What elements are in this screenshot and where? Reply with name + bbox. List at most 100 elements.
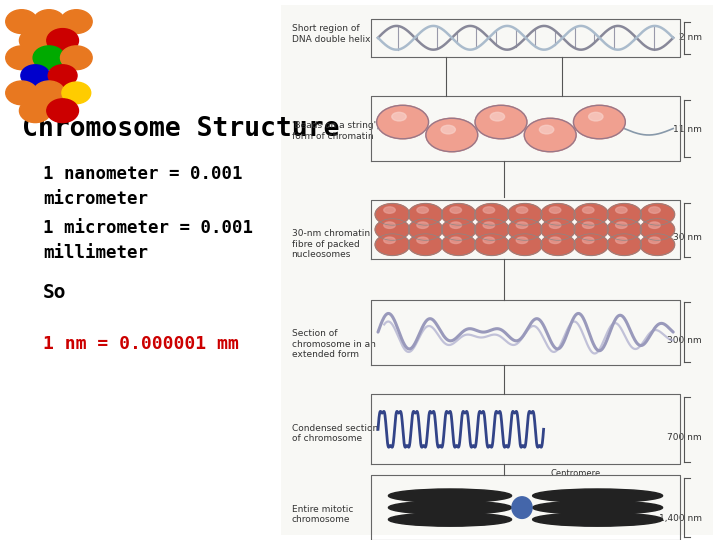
Ellipse shape xyxy=(426,118,478,152)
Ellipse shape xyxy=(389,513,511,526)
Ellipse shape xyxy=(375,219,410,240)
Ellipse shape xyxy=(475,105,527,139)
Circle shape xyxy=(21,65,50,86)
Text: 700 nm: 700 nm xyxy=(667,433,702,442)
Ellipse shape xyxy=(508,234,542,255)
Circle shape xyxy=(60,46,92,70)
Ellipse shape xyxy=(450,237,462,244)
Circle shape xyxy=(33,81,65,105)
Text: Short region of
DNA double helix: Short region of DNA double helix xyxy=(292,24,370,44)
Ellipse shape xyxy=(483,237,495,244)
Ellipse shape xyxy=(616,237,627,244)
Circle shape xyxy=(60,10,92,33)
Circle shape xyxy=(47,29,78,52)
Ellipse shape xyxy=(549,237,561,244)
Ellipse shape xyxy=(384,222,395,228)
Ellipse shape xyxy=(490,112,505,121)
Ellipse shape xyxy=(640,204,675,225)
Ellipse shape xyxy=(524,118,576,152)
Text: 1 micrometer = 0.001
millimeter: 1 micrometer = 0.001 millimeter xyxy=(43,219,253,262)
Ellipse shape xyxy=(474,234,509,255)
Text: Centromere: Centromere xyxy=(551,469,601,478)
Ellipse shape xyxy=(588,112,603,121)
Ellipse shape xyxy=(649,237,660,244)
Ellipse shape xyxy=(417,207,428,213)
Ellipse shape xyxy=(408,204,443,225)
Ellipse shape xyxy=(533,513,662,526)
Ellipse shape xyxy=(541,204,575,225)
Circle shape xyxy=(62,82,91,104)
Text: Section of
chromosome in an
extended form: Section of chromosome in an extended for… xyxy=(292,329,375,359)
Text: Chromosome Structure: Chromosome Structure xyxy=(22,116,339,142)
Ellipse shape xyxy=(384,207,395,213)
Ellipse shape xyxy=(375,234,410,255)
Ellipse shape xyxy=(582,237,594,244)
Ellipse shape xyxy=(474,219,509,240)
Ellipse shape xyxy=(508,204,542,225)
Circle shape xyxy=(33,10,65,33)
Ellipse shape xyxy=(483,222,495,228)
Ellipse shape xyxy=(549,207,561,213)
Ellipse shape xyxy=(389,489,511,502)
Text: 1 nm = 0.000001 mm: 1 nm = 0.000001 mm xyxy=(43,335,239,353)
Ellipse shape xyxy=(408,234,443,255)
Text: 300 nm: 300 nm xyxy=(667,336,702,345)
Ellipse shape xyxy=(441,125,456,134)
Ellipse shape xyxy=(389,501,511,514)
Circle shape xyxy=(33,46,65,70)
Text: 30 nm: 30 nm xyxy=(673,233,702,242)
Ellipse shape xyxy=(607,219,642,240)
Ellipse shape xyxy=(508,219,542,240)
Text: 11 nm: 11 nm xyxy=(673,125,702,134)
Ellipse shape xyxy=(574,219,608,240)
Ellipse shape xyxy=(483,207,495,213)
Circle shape xyxy=(19,99,51,123)
Ellipse shape xyxy=(516,207,528,213)
Ellipse shape xyxy=(649,207,660,213)
Ellipse shape xyxy=(441,234,476,255)
Ellipse shape xyxy=(516,237,528,244)
Ellipse shape xyxy=(384,237,395,244)
Ellipse shape xyxy=(607,234,642,255)
Circle shape xyxy=(48,65,77,86)
FancyBboxPatch shape xyxy=(281,5,713,535)
Ellipse shape xyxy=(375,204,410,225)
Circle shape xyxy=(6,81,37,105)
Ellipse shape xyxy=(392,112,406,121)
Ellipse shape xyxy=(649,222,660,228)
Ellipse shape xyxy=(616,207,627,213)
Text: 'Beads on a string'
form of chromatin: 'Beads on a string' form of chromatin xyxy=(292,122,376,141)
Ellipse shape xyxy=(616,222,627,228)
Ellipse shape xyxy=(450,207,462,213)
Ellipse shape xyxy=(541,219,575,240)
Ellipse shape xyxy=(640,219,675,240)
Circle shape xyxy=(6,10,37,33)
Ellipse shape xyxy=(582,222,594,228)
Ellipse shape xyxy=(549,222,561,228)
Text: 2 nm: 2 nm xyxy=(679,33,702,42)
Text: 30-nm chromatin
fibre of packed
nucleosomes: 30-nm chromatin fibre of packed nucleoso… xyxy=(292,230,370,259)
Circle shape xyxy=(6,46,37,70)
Ellipse shape xyxy=(533,489,662,502)
Ellipse shape xyxy=(450,222,462,228)
Ellipse shape xyxy=(574,234,608,255)
Ellipse shape xyxy=(417,222,428,228)
Circle shape xyxy=(19,29,51,52)
Ellipse shape xyxy=(574,204,608,225)
Ellipse shape xyxy=(512,497,532,518)
Text: Condensed section
of chromosome: Condensed section of chromosome xyxy=(292,424,378,443)
Ellipse shape xyxy=(541,234,575,255)
Ellipse shape xyxy=(417,237,428,244)
Ellipse shape xyxy=(582,207,594,213)
Ellipse shape xyxy=(607,204,642,225)
Ellipse shape xyxy=(441,219,476,240)
Ellipse shape xyxy=(516,222,528,228)
Ellipse shape xyxy=(474,204,509,225)
Text: 1 nanometer = 0.001
micrometer: 1 nanometer = 0.001 micrometer xyxy=(43,165,243,208)
Ellipse shape xyxy=(574,105,625,139)
Ellipse shape xyxy=(539,125,554,134)
Ellipse shape xyxy=(640,234,675,255)
Ellipse shape xyxy=(441,204,476,225)
Text: 1,400 nm: 1,400 nm xyxy=(659,514,702,523)
Text: Entire mitotic
chromosome: Entire mitotic chromosome xyxy=(292,505,353,524)
